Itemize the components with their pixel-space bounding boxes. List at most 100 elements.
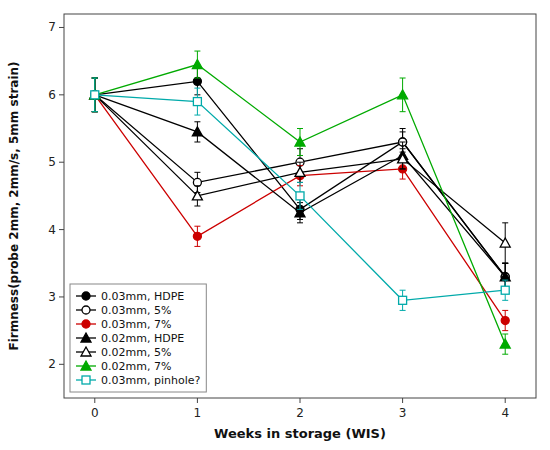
y-tick-label: 2 — [48, 357, 56, 371]
x-tick — [402, 398, 403, 403]
y-tick — [59, 296, 64, 297]
x-tick — [197, 398, 198, 403]
legend-label: 0.03mm, HDPE — [101, 290, 184, 303]
legend-item: 0.02mm, HDPE — [76, 332, 184, 345]
data-point — [193, 77, 201, 85]
data-point — [295, 137, 305, 146]
error-bar — [92, 78, 98, 112]
error-bar — [92, 78, 98, 112]
series — [91, 78, 509, 331]
legend-label: 0.03mm, 7% — [101, 318, 171, 331]
y-axis-label: Firmness(probe 2mm, 2mm/s, 5mm strain) — [7, 61, 21, 350]
x-tick-label: 1 — [194, 406, 202, 420]
legend-label: 0.03mm, 5% — [101, 304, 171, 317]
legend-label: 0.03mm, pinhole? — [101, 374, 200, 387]
data-point — [90, 90, 100, 99]
error-bar — [502, 280, 508, 300]
data-point — [500, 238, 510, 247]
legend-label: 0.02mm, HDPE — [101, 332, 184, 345]
series-line — [95, 95, 505, 277]
plot-area — [90, 51, 510, 354]
error-bar — [502, 310, 508, 330]
series — [90, 78, 510, 290]
error-bar — [92, 78, 98, 112]
data-point — [193, 98, 201, 106]
x-tick-label: 0 — [91, 406, 99, 420]
error-bar — [92, 78, 98, 112]
data-point — [90, 90, 100, 99]
data-point — [501, 286, 509, 294]
x-tick — [505, 398, 506, 403]
y-tick — [59, 94, 64, 95]
y-tick-label: 4 — [48, 223, 56, 237]
data-point — [91, 91, 99, 99]
x-tick — [94, 398, 95, 403]
legend-item: 0.02mm, 7% — [76, 360, 171, 373]
legend-item: 0.03mm, 7% — [76, 318, 171, 331]
y-tick-label: 6 — [48, 88, 56, 102]
error-bar — [92, 78, 98, 112]
data-point — [91, 91, 99, 99]
data-point — [501, 317, 509, 325]
data-point — [398, 154, 408, 163]
legend-label: 0.02mm, 5% — [101, 346, 171, 359]
data-point — [192, 191, 202, 200]
series — [91, 78, 509, 310]
x-axis-label: Weeks in storage (WIS) — [214, 426, 386, 441]
plot-frame — [64, 14, 536, 398]
series-line — [95, 65, 505, 345]
y-tick-label: 7 — [48, 20, 56, 34]
legend-marker — [82, 292, 90, 300]
legend-item: 0.03mm, 5% — [76, 304, 171, 317]
series-line — [95, 95, 505, 277]
x-tick-label: 2 — [296, 406, 304, 420]
legend-box — [70, 284, 206, 392]
error-bar — [400, 290, 406, 310]
data-point — [296, 192, 304, 200]
legend-marker — [82, 306, 90, 314]
y-tick — [59, 162, 64, 163]
legend-marker — [82, 376, 90, 384]
error-bar — [194, 226, 200, 246]
error-bar — [92, 78, 98, 112]
data-point — [500, 339, 510, 348]
series — [91, 78, 509, 290]
y-tick-label: 3 — [48, 290, 56, 304]
data-point — [398, 90, 408, 99]
y-tick — [59, 364, 64, 365]
legend-label: 0.02mm, 7% — [101, 360, 171, 373]
legend: 0.03mm, HDPE0.03mm, 5%0.03mm, 7%0.02mm, … — [70, 284, 206, 392]
error-bar — [194, 88, 200, 115]
legend-item: 0.02mm, 5% — [76, 346, 171, 359]
x-tick-label: 4 — [501, 406, 509, 420]
data-point — [193, 178, 201, 186]
series — [91, 68, 509, 290]
data-point — [192, 60, 202, 69]
legend-marker — [81, 333, 91, 342]
y-tick — [59, 27, 64, 28]
data-point — [91, 91, 99, 99]
y-tick — [59, 229, 64, 230]
data-point — [193, 232, 201, 240]
series — [90, 78, 510, 263]
data-point — [90, 90, 100, 99]
error-bar — [297, 182, 303, 209]
legend-marker — [82, 320, 90, 328]
x-tick — [300, 398, 301, 403]
y-tick-label: 5 — [48, 155, 56, 169]
x-tick-label: 3 — [399, 406, 407, 420]
series — [90, 51, 510, 354]
series-line — [95, 95, 505, 243]
data-point — [91, 91, 99, 99]
legend-item: 0.03mm, HDPE — [76, 290, 184, 303]
series-line — [95, 95, 505, 300]
data-point — [399, 296, 407, 304]
data-point — [500, 272, 510, 281]
error-bar — [92, 78, 98, 112]
chart: 0 1 2 3 4 2 3 4 5 6 7 Weeks in storage (WIS) Firmnes… — [0, 0, 550, 450]
data-point — [192, 127, 202, 136]
data-point — [295, 167, 305, 176]
legend-marker — [81, 347, 91, 356]
legend-marker — [81, 361, 91, 370]
legend-item: 0.03mm, pinhole? — [76, 374, 200, 387]
